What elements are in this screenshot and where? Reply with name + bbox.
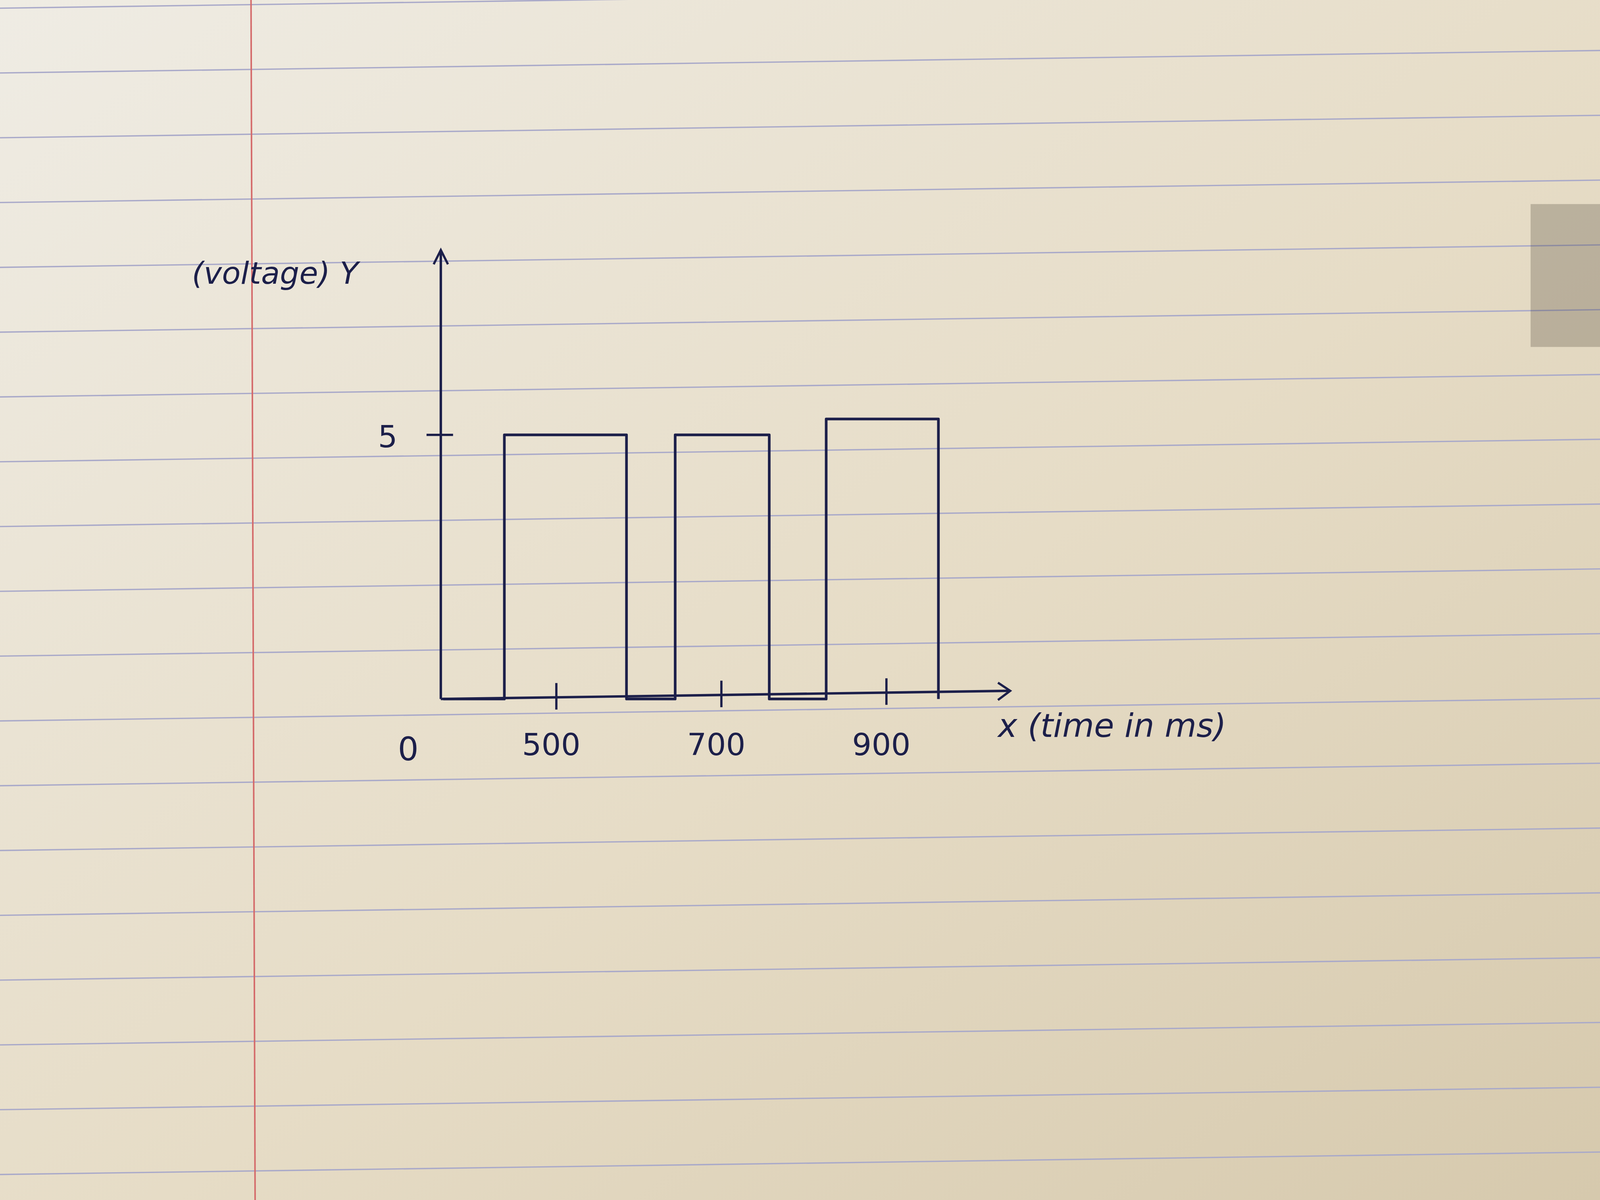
x-tick: [555, 682, 558, 710]
x-tick: [885, 678, 888, 705]
ruled-line: [0, 569, 1600, 592]
plot-area: [443, 419, 939, 699]
ruled-line: [0, 633, 1600, 657]
ruled-line: [0, 1022, 1600, 1046]
x-tick-label: 500: [522, 726, 581, 763]
signal-line: [443, 419, 939, 699]
y-axis: [439, 250, 443, 699]
x-tick-label: 900: [851, 726, 911, 763]
ruled-line: [0, 892, 1600, 916]
ruled-line: [0, 115, 1600, 139]
y-tick-label: 5: [378, 418, 398, 455]
y-tick: [426, 433, 454, 437]
paper: [0, 0, 1600, 1200]
page: 5 500 700 900 0 (voltage) Y x (time in ms): [0, 0, 1600, 1200]
origin-label: 0: [397, 730, 419, 768]
ruled-line: [0, 763, 1600, 786]
ruled-line: [0, 1087, 1600, 1110]
ruled-line: [0, 439, 1600, 462]
x-tick: [720, 680, 723, 708]
ruled-line: [0, 503, 1600, 527]
ruled-line: [0, 1151, 1600, 1175]
x-tick-label: 700: [686, 726, 746, 763]
ruled-line: [0, 309, 1600, 333]
ruled-line: [0, 957, 1600, 981]
x-axis-arrow: [998, 682, 1011, 700]
ruled-line: [0, 828, 1600, 851]
shadow: [1530, 203, 1600, 347]
ruled-line: [0, 180, 1600, 203]
ruled-line: [0, 0, 1600, 9]
y-axis-arrow: [433, 250, 449, 265]
x-axis-label: x (time in ms): [996, 706, 1227, 745]
margin-line: [251, 0, 256, 1200]
ruled-line: [0, 698, 1600, 722]
ruled-line: [0, 50, 1600, 74]
y-axis-label: (voltage) Y: [191, 255, 361, 291]
x-axis: [440, 690, 1011, 700]
ruled-line: [0, 374, 1600, 398]
